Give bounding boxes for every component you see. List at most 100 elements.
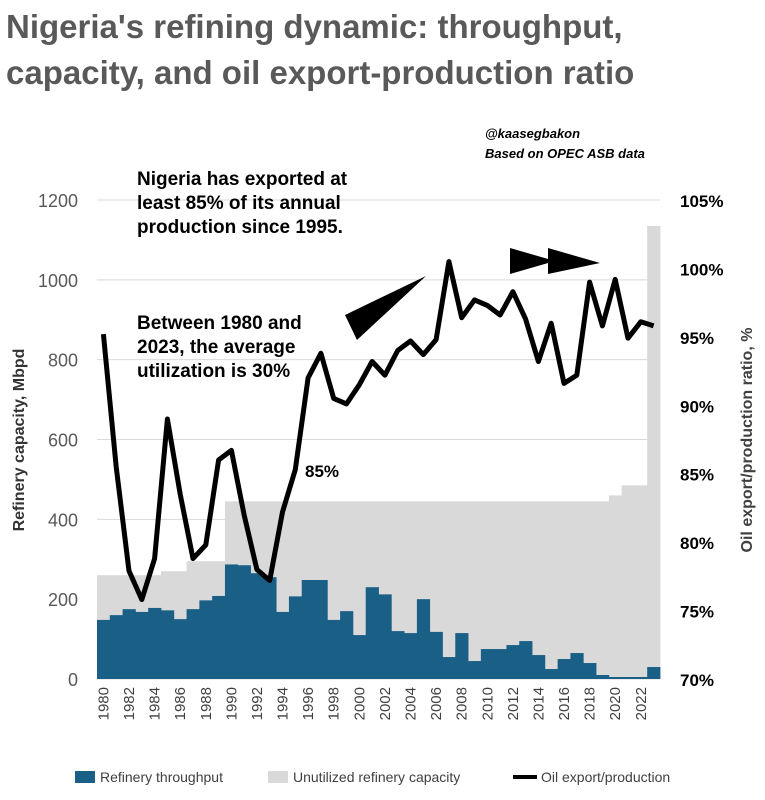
bar-throughput-2015 xyxy=(544,669,559,679)
annotation-exports: Nigeria has exported at least 85% of its… xyxy=(137,169,348,238)
y2-tick-label: 70% xyxy=(680,671,714,690)
y-tick-label: 1200 xyxy=(38,191,78,211)
y2-tick-label: 90% xyxy=(680,397,714,416)
bar-throughput-1991 xyxy=(237,565,251,679)
bar-throughput-2011 xyxy=(493,649,507,679)
bar-capacity-2007 xyxy=(442,501,456,679)
bar-capacity-2020 xyxy=(608,495,623,679)
bar-throughput-2018 xyxy=(583,663,597,679)
bar-capacity-2021 xyxy=(621,485,635,679)
bar-throughput-2021 xyxy=(621,677,635,679)
bar-capacity-2011 xyxy=(493,501,507,679)
y-tick-label: 1000 xyxy=(38,271,78,291)
bar-throughput-1994 xyxy=(276,611,290,679)
x-tick-label: 2016 xyxy=(556,687,573,720)
x-tick-label: 1992 xyxy=(249,687,266,720)
x-tick-label: 1984 xyxy=(147,687,164,720)
bar-capacity-2018 xyxy=(583,501,597,679)
bar-throughput-2005 xyxy=(416,599,431,679)
bar-throughput-2001 xyxy=(365,587,379,679)
x-tick-label: 1988 xyxy=(198,687,215,720)
bar-throughput-1996 xyxy=(301,580,315,679)
bar-throughput-1989 xyxy=(212,595,226,679)
y-tick-label: 0 xyxy=(68,670,78,690)
series-line-oil-export-production xyxy=(100,259,655,603)
bar-throughput-1993 xyxy=(263,577,277,679)
x-tick-label: 1980 xyxy=(95,687,112,720)
bar-capacity-2016 xyxy=(557,501,571,679)
legend-swatch-throughput xyxy=(75,771,95,783)
x-tick-label: 2018 xyxy=(582,687,599,720)
bar-capacity-2022 xyxy=(634,485,648,679)
legend-swatch-unutilized xyxy=(268,771,288,783)
bar-throughput-2009 xyxy=(468,661,482,679)
x-tick-label: 2020 xyxy=(607,687,624,720)
bar-capacity-2010 xyxy=(480,501,495,679)
x-tick-label: 2022 xyxy=(633,687,650,720)
y-tick-label: 400 xyxy=(48,510,78,530)
label-85: 85% xyxy=(305,462,339,481)
bar-throughput-2016 xyxy=(557,659,571,679)
credit-handle: @kaasegbakon xyxy=(485,126,581,141)
y2-tick-label: 80% xyxy=(680,534,714,553)
bar-throughput-2013 xyxy=(519,641,533,679)
trend-arrow-up xyxy=(345,276,426,340)
y2-tick-label: 95% xyxy=(680,329,714,348)
trend-arrow-right-1 xyxy=(510,248,555,274)
bar-capacity-2017 xyxy=(570,501,584,679)
chart-title: Nigeria's refining dynamic: throughput, … xyxy=(6,8,635,91)
credit-source: Based on OPEC ASB data xyxy=(485,146,645,161)
bar-throughput-2003 xyxy=(391,631,405,679)
x-tick-label: 1982 xyxy=(121,687,138,720)
bar-throughput-1988 xyxy=(199,600,213,679)
legend: Refinery throughput Unutilized refinery … xyxy=(75,769,670,785)
bar-throughput-2022 xyxy=(634,677,648,679)
bar-throughput-1986 xyxy=(173,619,187,679)
bar-throughput-1984 xyxy=(148,607,162,679)
x-tick-label: 2002 xyxy=(377,687,394,720)
bar-throughput-1997 xyxy=(314,580,328,679)
bar-capacity-2019 xyxy=(596,501,610,679)
bar-capacity-2012 xyxy=(506,501,520,679)
bar-capacity-2009 xyxy=(468,501,482,679)
bar-throughput-2020 xyxy=(608,677,623,679)
x-axis: 1980 1982 1984 1986 1988 1990 1992 1994 1996 1998… xyxy=(95,687,649,720)
bar-capacity-2023 xyxy=(647,225,661,679)
bar-throughput-1982 xyxy=(122,609,136,679)
bar-throughput-2007 xyxy=(442,657,456,679)
x-tick-label: 2010 xyxy=(479,687,496,720)
bar-throughput-1992 xyxy=(250,573,264,679)
bar-throughput-1987 xyxy=(186,609,200,679)
bar-throughput-1983 xyxy=(135,611,149,679)
bar-throughput-1981 xyxy=(109,615,123,679)
x-tick-label: 2014 xyxy=(530,687,547,720)
bar-throughput-2004 xyxy=(404,633,418,679)
x-tick-label: 1998 xyxy=(326,687,343,720)
y2-tick-label: 75% xyxy=(680,603,714,622)
bar-throughput-1985 xyxy=(160,610,175,679)
x-tick-label: 2006 xyxy=(428,687,445,720)
credit: @kaasegbakon Based on OPEC ASB data xyxy=(485,124,645,164)
x-tick-label: 1994 xyxy=(275,687,292,720)
y2-tick-label: 85% xyxy=(680,466,714,485)
bar-throughput-2008 xyxy=(455,633,469,679)
bar-throughput-2023 xyxy=(647,667,661,679)
y-axis-right: 70% 75% 80% 85% 90% 95% 100% 105% xyxy=(680,192,723,690)
bar-throughput-2006 xyxy=(429,631,443,679)
y2-tick-label: 100% xyxy=(680,260,723,279)
trend-arrows xyxy=(345,248,600,340)
bar-throughput-2012 xyxy=(506,645,520,679)
y-axis-left: 0 200 400 600 800 1000 1200 xyxy=(38,191,78,690)
y2-axis-label: Oil export/production ratio, % xyxy=(739,328,756,553)
legend-label-export: Oil export/production xyxy=(541,769,670,785)
legend-label-unutilized: Unutilized refinery capacity xyxy=(293,769,460,785)
bar-throughput-2019 xyxy=(596,675,610,679)
y-axis-label: Refinery capacity, Mbpd xyxy=(11,349,28,532)
bar-throughput-2010 xyxy=(480,649,495,679)
bar-throughput-2014 xyxy=(532,655,546,679)
y-tick-label: 600 xyxy=(48,431,78,451)
x-tick-label: 2008 xyxy=(454,687,471,720)
bar-throughput-1995 xyxy=(288,596,303,679)
x-tick-label: 2012 xyxy=(505,687,522,720)
